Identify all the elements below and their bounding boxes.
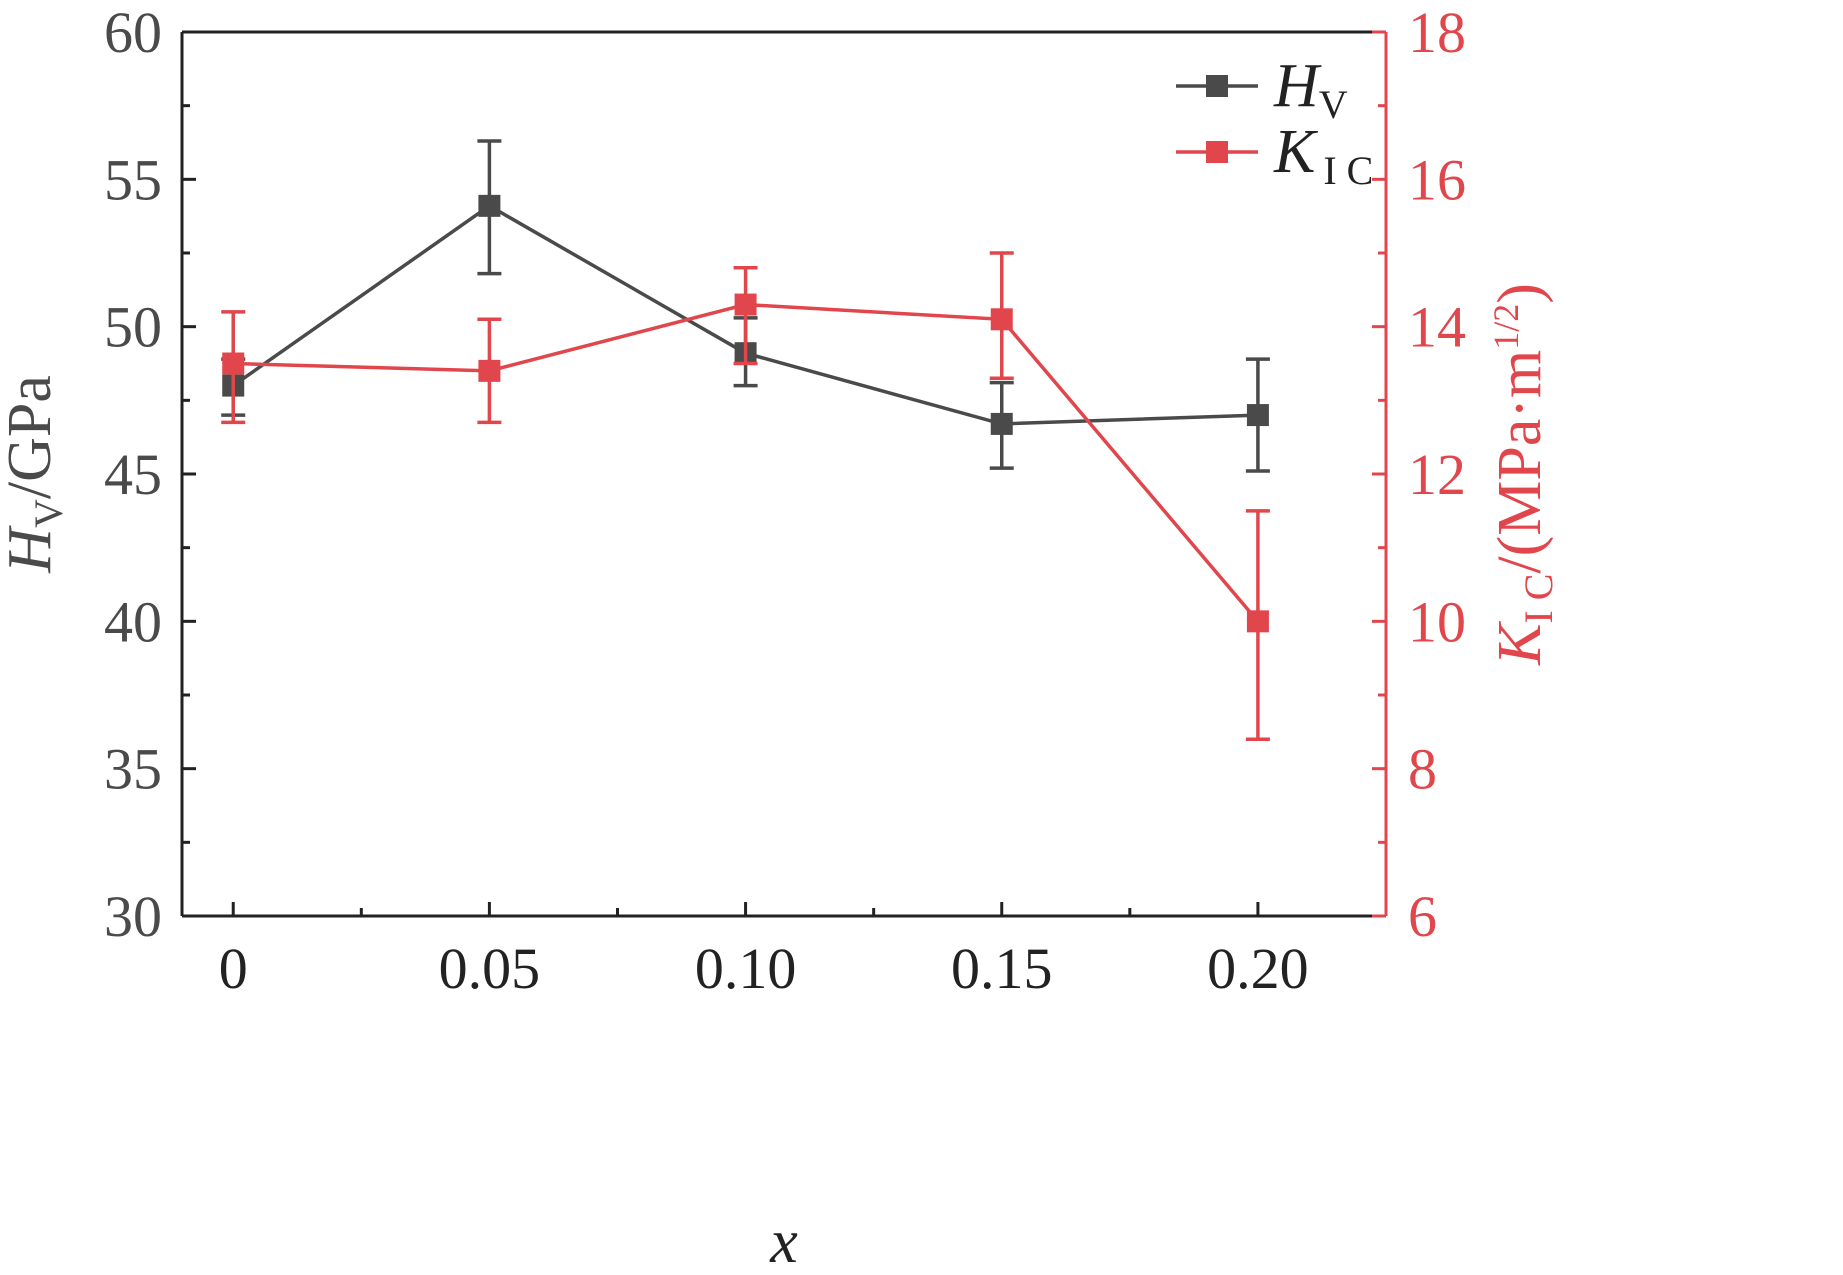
y-left-tick-label: 50 xyxy=(104,295,162,360)
legend-marker-hv xyxy=(1206,75,1228,97)
y-left-tick-label: 45 xyxy=(104,442,162,507)
y-right-tick-label: 6 xyxy=(1408,884,1437,949)
marker-kic xyxy=(734,293,757,316)
y-axis-left-title-rest: /GPa xyxy=(0,375,64,499)
y-left-tick-label: 40 xyxy=(104,589,162,654)
x-tick-label: 0 xyxy=(219,936,248,1001)
x-tick-label: 0.20 xyxy=(1207,936,1309,1001)
legend-label-hv-main: H xyxy=(1273,52,1322,120)
y-right-tick-label: 10 xyxy=(1408,589,1466,654)
y-left-tick-label: 30 xyxy=(104,884,162,949)
marker-hv xyxy=(478,194,501,217)
x-tick-label: 0.05 xyxy=(439,936,541,1001)
x-tick-label: 0.15 xyxy=(951,936,1053,1001)
y-right-tick-label: 18 xyxy=(1408,0,1466,65)
y-left-tick-label: 35 xyxy=(104,737,162,802)
marker-hv xyxy=(1246,404,1269,427)
legend-label-kic-sub: I C xyxy=(1323,148,1373,193)
x-tick-label: 0.10 xyxy=(695,936,797,1001)
y-axis-right-title-sup: 1/2 xyxy=(1486,304,1526,350)
legend-marker-kic xyxy=(1206,141,1228,163)
y-right-tick-label: 14 xyxy=(1408,295,1466,360)
legend-label-hv-sub: V xyxy=(1319,82,1348,127)
legend-label-kic-main: K xyxy=(1273,118,1319,186)
y-axis-left-title-sub: V xyxy=(26,499,71,528)
y-right-tick-label: 8 xyxy=(1408,737,1437,802)
y-right-tick-label: 16 xyxy=(1408,147,1466,212)
y-axis-right-title-sub: I C xyxy=(1516,574,1561,624)
legend-label-hv: HV xyxy=(1273,52,1348,127)
marker-kic xyxy=(478,359,501,382)
marker-kic xyxy=(222,352,245,375)
y-axis-right-title-close: ) xyxy=(1486,283,1554,304)
marker-kic xyxy=(1246,610,1269,633)
y-right-tick-label: 12 xyxy=(1408,442,1466,507)
marker-kic xyxy=(990,308,1013,331)
y-axis-right-title-main: K xyxy=(1486,620,1554,666)
y-axis-right-title-rest: /(MPa·m xyxy=(1486,350,1554,574)
y-axis-right-title: KI C/(MPa·m1/2) xyxy=(1486,283,1561,666)
x-axis-title: x xyxy=(769,1208,798,1275)
y-left-tick-label: 60 xyxy=(104,0,162,65)
marker-hv xyxy=(990,412,1013,435)
y-left-tick-label: 55 xyxy=(104,147,162,212)
y-axis-left-title-main: H xyxy=(0,525,64,574)
y-axis-left-title: HV/GPa xyxy=(0,375,71,574)
